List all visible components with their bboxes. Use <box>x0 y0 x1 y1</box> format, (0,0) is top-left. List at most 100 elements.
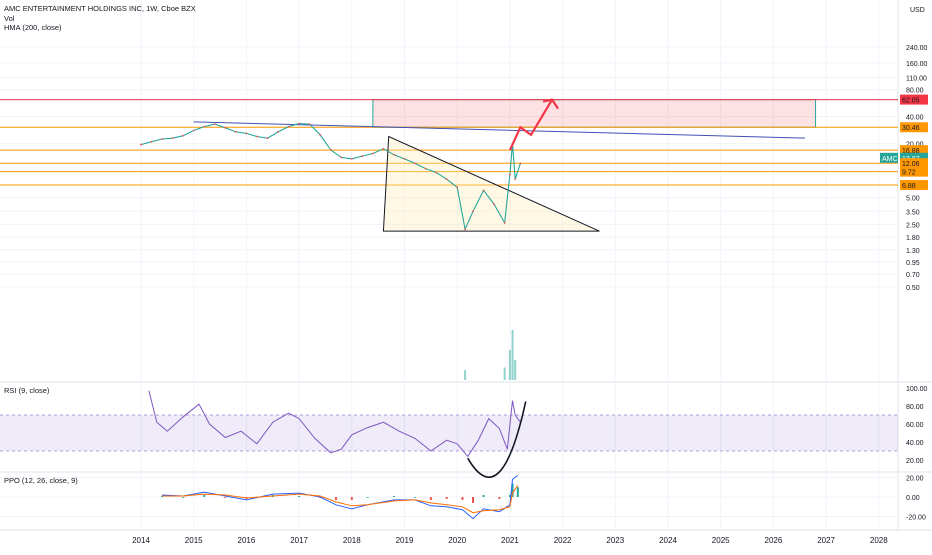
hma-label: HMA (200, close) <box>4 23 62 32</box>
level-label-box <box>900 158 928 169</box>
symbol-line: AMC ENTERTAINMENT HOLDINGS INC, 1W, Cboe… <box>4 4 196 13</box>
x-tick-label: 2027 <box>817 536 835 545</box>
price-point <box>203 125 206 128</box>
level-label-box <box>900 152 928 163</box>
price-point <box>456 186 459 189</box>
price-point <box>514 178 517 181</box>
price-point <box>234 131 237 133</box>
price-point <box>161 138 163 140</box>
price-point <box>256 135 258 138</box>
rsi-curve <box>467 401 527 478</box>
ppo-histogram-bar <box>161 496 164 497</box>
ppo-histogram-bar <box>334 497 337 500</box>
price-point <box>287 125 290 128</box>
x-tick-label: 2015 <box>185 536 203 545</box>
ppo-tick-label: 20.00 <box>906 475 924 482</box>
ppo-legend: PPO (12, 26, close, 9) <box>4 476 78 485</box>
price-point <box>464 228 467 231</box>
price-tick-label: 1.30 <box>906 248 920 255</box>
ppo-histogram-bar <box>224 497 227 498</box>
level-label: 9.72 <box>902 170 916 177</box>
level-label-box <box>900 122 928 133</box>
ppo-line <box>162 484 519 514</box>
price-tick-label: 0.70 <box>906 272 920 279</box>
price-point <box>329 149 332 151</box>
ppo-histogram-bar <box>350 497 353 500</box>
price-series <box>140 122 521 232</box>
price-point <box>182 134 185 137</box>
volume-bar <box>514 360 517 380</box>
level-label: 30.46 <box>902 125 920 132</box>
x-tick-label: 2017 <box>290 536 308 545</box>
price-tick-label: 240.00 <box>906 45 928 52</box>
symbol-tag-text: AMC <box>882 156 898 163</box>
ppo-tick-label: -20.00 <box>906 515 926 522</box>
ppo-histogram-bar <box>392 496 395 497</box>
rsi-band <box>0 415 898 451</box>
x-tick-label: 2016 <box>238 536 256 545</box>
ppo-histogram-bar <box>472 497 475 503</box>
price-point <box>509 173 511 176</box>
x-tick-label: 2026 <box>765 536 783 545</box>
price-point <box>340 156 343 159</box>
rsi-legend: RSI (9, close) <box>4 386 50 395</box>
price-tick-label: 5.00 <box>906 195 920 202</box>
price-point <box>403 157 406 160</box>
volume-bar <box>511 330 514 380</box>
volume-bar <box>508 350 511 380</box>
ppo-tick-label: 0.00 <box>906 495 920 502</box>
ppo-histogram-bar <box>429 497 432 500</box>
target-zone <box>372 99 817 128</box>
price-point <box>171 137 174 140</box>
price-point <box>445 178 448 181</box>
price-point <box>472 210 474 213</box>
x-tick-label: 2024 <box>659 536 677 545</box>
ppo-histogram-bar <box>511 483 514 497</box>
ppo-histogram-bar <box>516 487 519 497</box>
projection-arrow <box>508 99 554 151</box>
price-point <box>298 122 300 125</box>
price-tick-label: 1.80 <box>906 235 920 242</box>
price-point <box>140 143 142 146</box>
price-point <box>350 157 353 160</box>
ppo-histogram-bar <box>366 497 369 498</box>
price-point <box>382 147 385 150</box>
rsi-pane <box>0 390 898 478</box>
price-tick-label: 0.50 <box>906 285 920 292</box>
rsi-line <box>148 390 521 458</box>
level-label: 12.06 <box>902 161 920 168</box>
volume-label: Vol <box>4 13 15 23</box>
grid <box>0 0 932 531</box>
price-point <box>319 134 322 136</box>
level-label-box <box>900 166 928 177</box>
price-point <box>503 221 506 224</box>
symbol-tag <box>880 152 898 163</box>
projection-arrowhead <box>542 98 559 110</box>
level-label-box <box>900 180 928 191</box>
ppo-histogram-bar <box>498 497 501 499</box>
price-point <box>435 171 438 174</box>
price-point <box>424 167 427 170</box>
price-point <box>393 153 395 156</box>
x-tick-label: 2022 <box>554 536 572 545</box>
price-point <box>245 132 248 135</box>
x-tick-label: 2025 <box>712 536 730 545</box>
rsi-tick-label: 40.00 <box>906 440 924 447</box>
price-tick-label: 80.00 <box>906 88 924 95</box>
x-tick-label: 2028 <box>870 536 888 545</box>
rsi-tick-label: 80.00 <box>906 404 924 411</box>
price-point <box>482 189 485 192</box>
price-tick-label: 3.50 <box>906 209 920 216</box>
price-point <box>192 129 195 132</box>
descending-triangle <box>382 135 600 232</box>
axes: 2014 2015 2016 2017 2018 2019 2020 2021 2022 2023… <box>132 7 927 545</box>
x-tick-label: 2020 <box>448 536 466 545</box>
x-tick-label: 2023 <box>606 536 624 545</box>
price-point <box>277 131 279 133</box>
price-point <box>371 152 374 155</box>
ppo-histogram-bar <box>182 497 185 498</box>
currency-label: USD <box>910 7 925 14</box>
rsi-tick-label: 100.00 <box>906 386 928 393</box>
